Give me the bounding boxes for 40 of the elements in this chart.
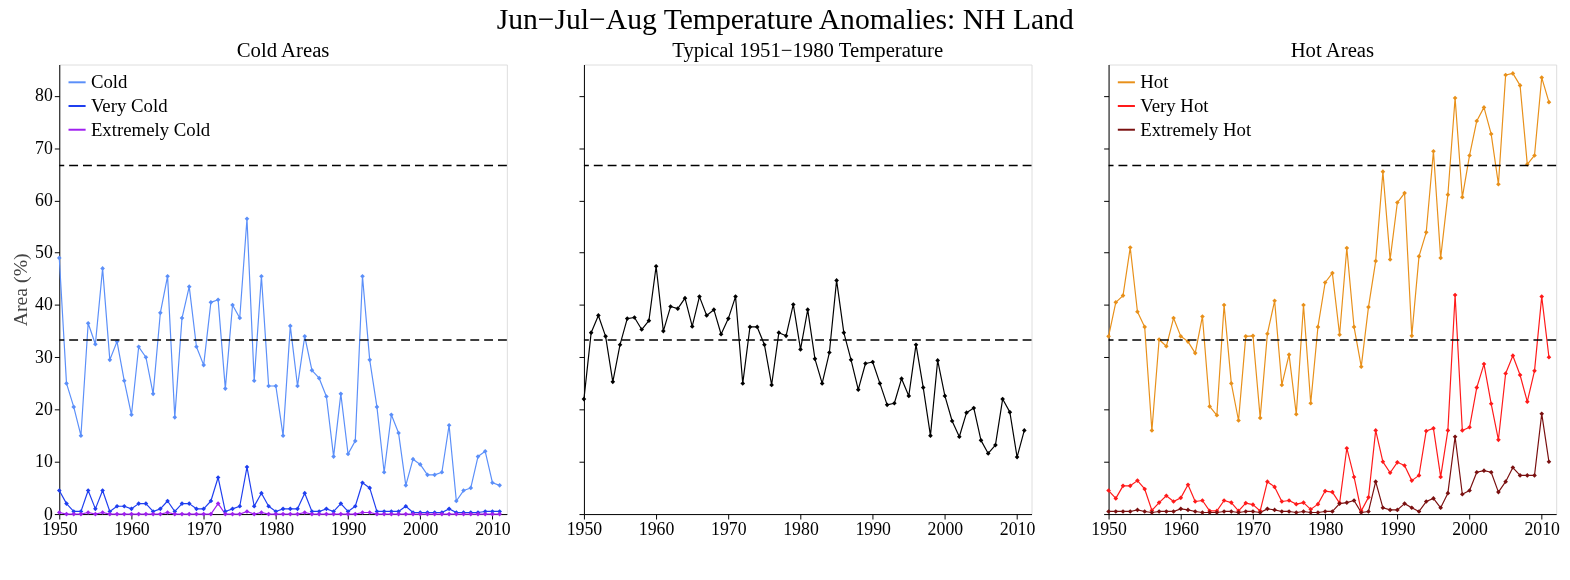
legend-label: Very Cold <box>90 94 169 116</box>
x-tick-label: 2000 <box>402 519 439 540</box>
x-tick-label: 1970 <box>711 519 747 540</box>
legend-label: Cold <box>90 71 129 93</box>
x-tick-label: 1990 <box>855 519 892 540</box>
x-tick-label: 2010 <box>1524 519 1561 540</box>
legend-label: Very Hot <box>1140 94 1210 116</box>
x-tick-label: 1950 <box>1091 519 1127 540</box>
legend-label: Extremely Hot <box>1140 118 1252 140</box>
y-tick-label: 40 <box>35 294 53 315</box>
x-tick-label: 2000 <box>1452 519 1488 540</box>
y-tick-label: 30 <box>35 346 53 367</box>
x-tick-label: 2010 <box>475 519 511 540</box>
x-tick-label: 1960 <box>638 519 675 540</box>
x-tick-label: 1950 <box>42 519 78 540</box>
chart-subtitle: Hot Areas <box>1290 38 1375 61</box>
x-tick-label: 1990 <box>1380 519 1416 540</box>
y-tick-label: 70 <box>35 137 53 158</box>
y-axis-title: Area (%) <box>9 253 33 327</box>
legend-label: Extremely Cold <box>90 118 211 140</box>
chart-subtitle: Cold Areas <box>236 38 330 61</box>
y-tick-label: 60 <box>35 189 53 210</box>
x-tick-label: 1970 <box>186 519 223 540</box>
y-tick-label: 20 <box>35 398 53 419</box>
y-tick-label: 10 <box>35 451 53 472</box>
y-tick-label: 50 <box>35 242 53 263</box>
x-tick-label: 1990 <box>330 519 367 540</box>
chart-subtitle: Typical 1951−1980 Temperature <box>672 38 944 62</box>
y-tick-label: 80 <box>35 85 53 106</box>
x-tick-label: 2000 <box>927 519 964 540</box>
x-tick-label: 2010 <box>999 519 1036 540</box>
legend-label: Hot <box>1140 71 1170 93</box>
x-tick-label: 1970 <box>1235 519 1272 540</box>
x-tick-label: 1980 <box>258 519 295 540</box>
x-tick-label: 1950 <box>566 519 603 540</box>
x-tick-label: 1960 <box>114 519 150 540</box>
x-tick-label: 1960 <box>1163 519 1200 540</box>
chart-title: Jun−Jul−Aug Temperature Anomalies: NH Land <box>496 3 1074 36</box>
x-tick-label: 1980 <box>1307 519 1344 540</box>
x-tick-label: 1980 <box>783 519 819 540</box>
